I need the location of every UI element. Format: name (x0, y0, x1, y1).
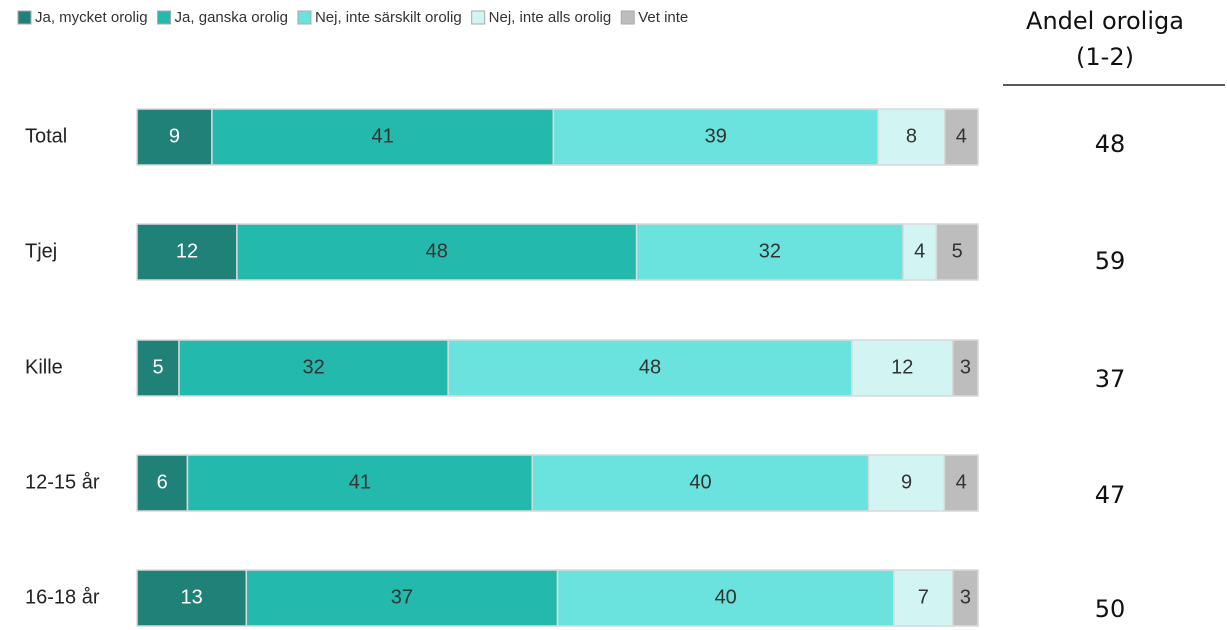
value-label: 9 (169, 125, 180, 147)
bar-segment (136, 223, 238, 281)
legend-label: Vet inte (638, 9, 688, 26)
bar-segment (952, 569, 979, 627)
legend-swatch (17, 10, 32, 25)
bar-segment (893, 569, 954, 627)
value-label: 32 (759, 240, 781, 262)
bar-segment (943, 454, 979, 512)
value-label: 5 (952, 240, 963, 262)
legend-label: Nej, inte alls orolig (489, 9, 612, 26)
bar-segment (136, 454, 189, 512)
legend-label: Ja, ganska orolig (175, 9, 288, 26)
side-value: 48 (1095, 130, 1126, 158)
legend-label: Ja, mycket orolig (35, 9, 148, 26)
value-label: 5 (152, 356, 163, 378)
value-label: 9 (901, 471, 912, 493)
value-label: 40 (715, 586, 737, 608)
value-label: 13 (181, 586, 203, 608)
legend-swatch (471, 10, 486, 25)
bar-segment (943, 108, 979, 166)
value-label: 3 (960, 356, 971, 378)
bar-segment (447, 339, 853, 397)
legend-swatch (620, 10, 635, 25)
value-label: 4 (956, 125, 967, 147)
legend-swatch (297, 10, 312, 25)
category-label: Kille (25, 356, 63, 378)
bar-segment (556, 569, 895, 627)
value-label: 6 (157, 471, 168, 493)
value-label: 7 (918, 586, 929, 608)
side-title: (1-2) (1076, 43, 1134, 71)
category-label: 16-18 år (25, 586, 100, 608)
bar-segment (136, 339, 180, 397)
value-label: 48 (639, 356, 661, 378)
category-label: Tjej (25, 240, 57, 262)
side-value: 47 (1095, 481, 1126, 509)
value-label: 4 (956, 471, 967, 493)
side-value: 50 (1095, 595, 1126, 623)
value-label: 12 (891, 356, 913, 378)
bar-segment (136, 569, 248, 627)
value-label: 48 (426, 240, 448, 262)
value-label: 3 (960, 586, 971, 608)
category-label: 12-15 år (25, 471, 100, 493)
bar-segment (211, 108, 555, 166)
value-label: 41 (372, 125, 394, 147)
side-title: Andel oroliga (1026, 7, 1184, 35)
legend-label: Nej, inte särskilt orolig (315, 9, 462, 26)
bar-segment (902, 223, 938, 281)
value-label: 12 (176, 240, 198, 262)
value-label: 40 (689, 471, 711, 493)
side-value: 59 (1095, 247, 1126, 275)
value-label: 41 (349, 471, 371, 493)
bar-segment (935, 223, 979, 281)
category-label: Total (25, 125, 67, 147)
bar-segment (186, 454, 534, 512)
bar-segment (851, 339, 954, 397)
value-label: 32 (302, 356, 324, 378)
bar-segment (552, 108, 879, 166)
bar-segment (952, 339, 979, 397)
bar-segment (867, 454, 946, 512)
value-label: 37 (391, 586, 413, 608)
legend-swatch (157, 10, 172, 25)
bar-segment (178, 339, 449, 397)
bar-segment (531, 454, 870, 512)
value-label: 8 (906, 125, 917, 147)
value-label: 4 (914, 240, 925, 262)
value-label: 39 (705, 125, 727, 147)
side-value: 37 (1095, 365, 1126, 393)
